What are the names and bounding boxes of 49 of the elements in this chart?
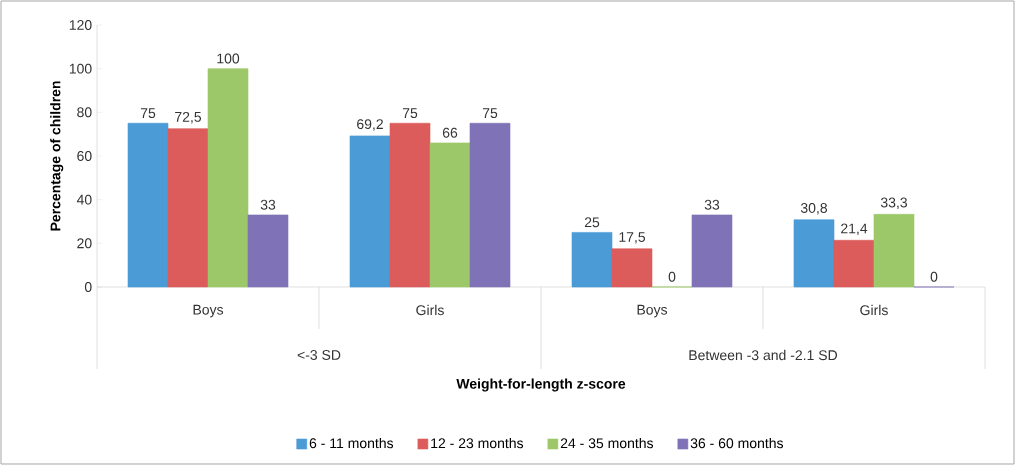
data-label: 21,4	[841, 223, 868, 236]
bar	[611, 248, 653, 288]
data-label: 72,5	[175, 111, 202, 124]
data-label: 17,5	[619, 232, 646, 244]
bar	[247, 214, 289, 288]
bar	[691, 214, 733, 288]
legend-label: 12 - 23 months	[431, 437, 524, 449]
bar	[571, 232, 613, 288]
data-label: 33,3	[880, 197, 907, 210]
bar	[873, 213, 915, 288]
bar	[469, 122, 511, 288]
x-tick-label: Boys	[193, 304, 224, 318]
x-tick-label: Girls	[860, 304, 888, 316]
data-label: 66	[442, 127, 458, 138]
bar	[127, 122, 169, 288]
y-tick-label: 0	[84, 282, 92, 292]
data-label: 75	[140, 108, 156, 119]
y-tick-label: 120	[69, 20, 92, 30]
bar	[349, 135, 391, 288]
y-tick-label: 20	[77, 238, 92, 249]
bar	[389, 122, 431, 288]
legend-label: 36 - 60 months	[690, 437, 784, 449]
data-label: 33	[260, 199, 276, 210]
legend-label: 6 - 11 months	[309, 437, 394, 449]
data-label: 0	[930, 271, 938, 282]
y-tick-label: 80	[77, 107, 92, 118]
legend-label: 24 - 35 months	[560, 437, 654, 449]
data-label: 25	[584, 217, 600, 228]
data-label: 100	[217, 53, 240, 64]
x-axis-title: Weight-for-length z-score	[456, 378, 626, 392]
data-label: 0	[668, 271, 676, 282]
data-label: 75	[402, 108, 418, 119]
bar	[429, 142, 471, 288]
data-label: 75	[482, 108, 498, 119]
y-axis-title: Percentage of children	[50, 81, 64, 231]
bar	[793, 219, 835, 288]
x-tick-label: Boys	[637, 304, 668, 318]
x-tick-label: Girls	[416, 304, 444, 316]
y-tick-label: 40	[76, 194, 92, 205]
data-label: 69,2	[357, 119, 383, 131]
text: <-3 SD	[297, 350, 341, 360]
bar	[207, 68, 249, 288]
y-tick-label: 60	[77, 151, 92, 161]
text: Between -3 and -2.1 SD	[689, 349, 838, 361]
y-tick-label: 100	[69, 63, 92, 74]
data-label: 33	[704, 199, 720, 210]
bar	[833, 239, 875, 288]
data-label: 30,8	[800, 202, 828, 215]
bar	[167, 128, 209, 288]
